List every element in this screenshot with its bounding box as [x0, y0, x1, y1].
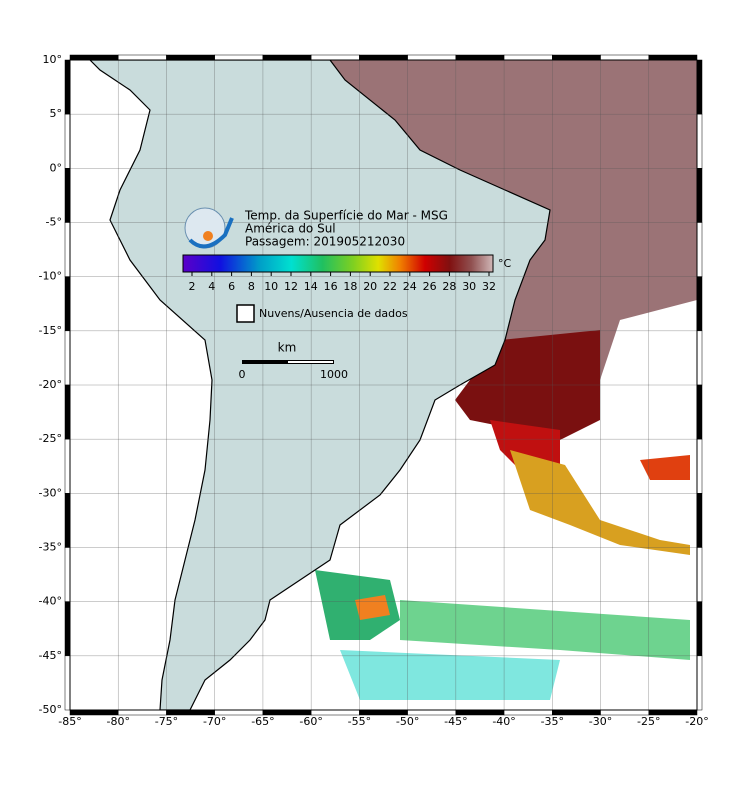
- colorbar-tick-label: 8: [248, 280, 255, 293]
- colorbar-tick-label: 24: [403, 280, 417, 293]
- title: Temp. da Superfície do Mar - MSG: [244, 209, 448, 223]
- colorbar-tick-label: 14: [304, 280, 318, 293]
- lon-label: -20°: [685, 715, 708, 728]
- lat-label: 10°: [43, 53, 63, 66]
- colorbar-tick-label: 28: [442, 280, 456, 293]
- lat-label: -30°: [39, 486, 62, 499]
- lon-label: -40°: [492, 715, 515, 728]
- pass: Passagem: 201905212030: [245, 235, 405, 249]
- lon-label: -30°: [589, 715, 612, 728]
- lat-label: 0°: [50, 161, 63, 174]
- frame-segment: [407, 54, 457, 61]
- frame-segment: [696, 493, 703, 548]
- scale-bar: [288, 361, 333, 363]
- frame-segment: [696, 438, 703, 494]
- lat-label: -15°: [39, 324, 62, 337]
- lon-label: -70°: [203, 715, 226, 728]
- frame-segment: [648, 54, 698, 61]
- lon-label: -80°: [106, 715, 129, 728]
- frame-segment: [455, 54, 505, 61]
- lon-label: -85°: [58, 715, 81, 728]
- colorbar-tick-label: 22: [383, 280, 397, 293]
- frame-segment: [552, 54, 601, 61]
- nodata-label: Nuvens/Ausencia de dados: [259, 307, 408, 320]
- nodata-swatch: [236, 304, 255, 323]
- frame-segment: [214, 54, 264, 61]
- frame-segment: [696, 113, 703, 169]
- scale-unit: km: [278, 341, 297, 355]
- logo: [184, 207, 234, 249]
- frame-segment: [64, 547, 71, 602]
- lon-label: -60°: [299, 715, 322, 728]
- scale-label: 0: [239, 368, 246, 381]
- frame-segment: [696, 168, 703, 223]
- frame-segment: [64, 330, 71, 386]
- colorbar-tick-label: 32: [482, 280, 496, 293]
- frame-segment: [696, 547, 703, 602]
- colorbar-tick-label: 18: [343, 280, 357, 293]
- frame-segment: [696, 276, 703, 332]
- frame-segment: [696, 59, 703, 115]
- frame-segment: [696, 601, 703, 657]
- frame-segment: [696, 655, 703, 711]
- subtitle: América do Sul: [245, 222, 336, 236]
- frame-segment: [64, 438, 71, 494]
- frame-segment: [64, 601, 71, 657]
- frame-segment: [696, 330, 703, 386]
- frame-segment: [64, 168, 71, 223]
- frame-segment: [696, 384, 703, 440]
- frame-segment: [262, 54, 312, 61]
- frame-segment: [64, 276, 71, 332]
- frame-segment: [64, 384, 71, 440]
- colorbar-tick-label: 12: [284, 280, 298, 293]
- lat-label: -20°: [39, 378, 62, 391]
- scale-label: 1000: [320, 368, 348, 381]
- frame-segment: [696, 222, 703, 277]
- colorbar-tick-label: 30: [462, 280, 476, 293]
- lat-label: -45°: [39, 649, 62, 662]
- frame-segment: [310, 54, 360, 61]
- lon-label: -50°: [396, 715, 419, 728]
- colorbar-ticks: 2 4 6 8 10 12 14 16 18 20 22 24 26 28 30 32: [189, 272, 496, 293]
- frame-border: [69, 59, 698, 711]
- lat-label: 5°: [50, 107, 63, 120]
- colorbar-tick-label: 16: [324, 280, 338, 293]
- frame-segment: [64, 59, 71, 115]
- lon-label: -45°: [444, 715, 467, 728]
- lat-label: -50°: [39, 703, 62, 716]
- lon-label: -55°: [348, 715, 371, 728]
- colorbar-tick-label: 2: [189, 280, 196, 293]
- lat-label: -40°: [39, 595, 62, 608]
- lon-label: -75°: [155, 715, 178, 728]
- frame-segment: [64, 493, 71, 548]
- lon-label: -35°: [541, 715, 564, 728]
- frame-segment: [359, 54, 408, 61]
- frame-segment: [166, 54, 215, 61]
- lon-label: -65°: [251, 715, 274, 728]
- colorbar-tick-label: 10: [264, 280, 278, 293]
- lat-label: -35°: [39, 541, 62, 554]
- colorbar-tick-label: 4: [208, 280, 215, 293]
- colorbar-tick-label: 20: [363, 280, 377, 293]
- lat-label: -10°: [39, 270, 62, 283]
- frame-segment: [64, 655, 71, 711]
- colorbar: [182, 254, 494, 273]
- sst-field: [315, 60, 697, 700]
- colorbar-tick-label: 6: [228, 280, 235, 293]
- lon-label: -25°: [637, 715, 660, 728]
- lat-label: -25°: [39, 432, 62, 445]
- frame-segment: [600, 54, 650, 61]
- frame-segment: [64, 222, 71, 277]
- lat-label: -5°: [46, 216, 62, 229]
- frame-segment: [69, 54, 119, 61]
- frame-segment: [117, 54, 167, 61]
- frame: [64, 54, 703, 716]
- colorbar-tick-label: 26: [423, 280, 437, 293]
- frame-segment: [503, 54, 553, 61]
- frame-segment: [64, 113, 71, 169]
- colorbar-unit: °C: [498, 257, 512, 270]
